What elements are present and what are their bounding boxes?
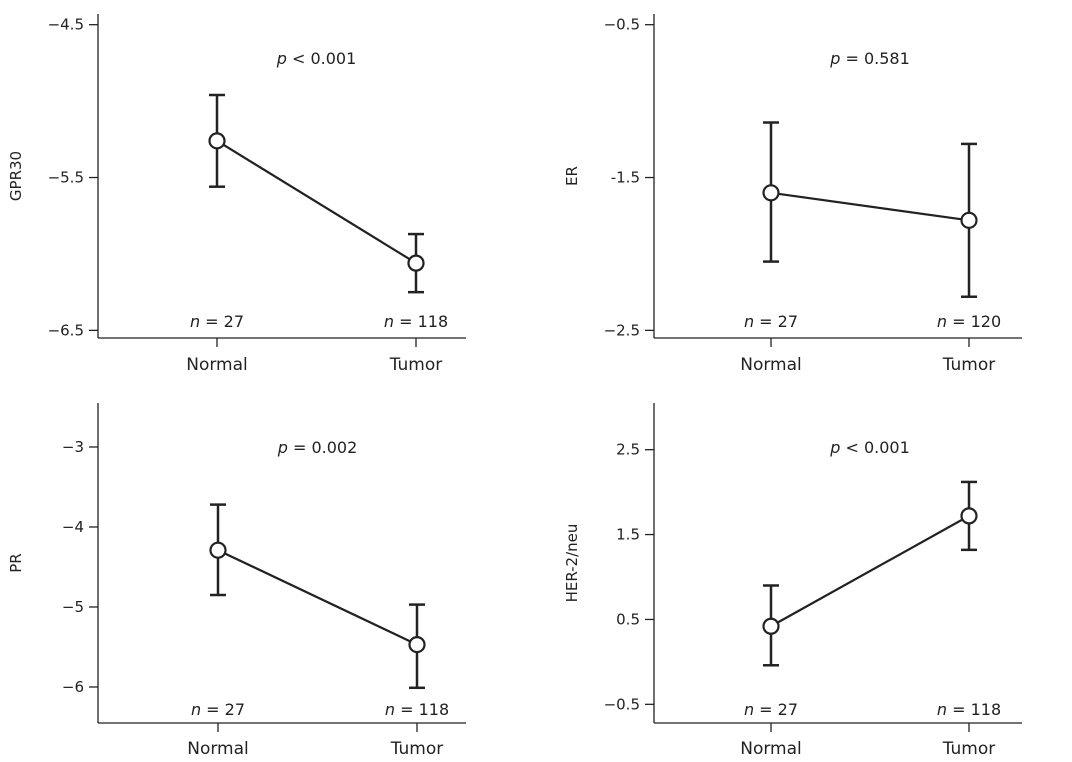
n-label-prefix: n: [744, 312, 754, 331]
y-tick-label: −6.5: [48, 321, 84, 339]
y-tick-label: -1.5: [611, 169, 640, 187]
data-point: [208, 132, 226, 150]
p-value-prefix: p: [276, 49, 287, 68]
data-point: [209, 541, 227, 559]
p-value-prefix: p: [829, 438, 840, 457]
chart-panel-2: −2.5 -1.5 −0.5 Normal Tumor ER p = 0.581 n = 27…: [563, 14, 1022, 375]
n-label-text: = 27: [200, 312, 244, 331]
p-value-prefix: p: [277, 438, 288, 457]
y-tick-label: 2.5: [616, 441, 640, 459]
category-label: Normal: [740, 739, 802, 759]
p-value-text: = 0.002: [288, 438, 357, 457]
y-tick-label: −6: [62, 678, 84, 696]
y-tick-label: 0.5: [616, 610, 640, 628]
n-label-prefix: n: [744, 700, 754, 719]
p-value-prefix: p: [829, 49, 840, 68]
y-axis-label: ER: [563, 166, 581, 186]
n-label-text: = 27: [754, 312, 798, 331]
chart-panel-4: −0.5 0.5 1.5 2.5 Normal Tumor HER-2/neu p < 0.0…: [563, 403, 1022, 759]
data-point: [407, 254, 425, 272]
n-label: n = 27: [191, 700, 245, 719]
y-axis-label: HER-2/neu: [563, 524, 581, 603]
p-value-label: p = 0.581: [829, 49, 910, 68]
n-label-prefix: n: [385, 700, 395, 719]
n-label-text: = 118: [395, 700, 449, 719]
series-line: [770, 191, 970, 222]
category-label: Tumor: [942, 355, 996, 375]
n-label-prefix: n: [937, 312, 947, 331]
n-label: n = 118: [937, 700, 1001, 719]
category-label: Normal: [186, 355, 248, 375]
n-label-prefix: n: [937, 700, 947, 719]
n-label: n = 27: [744, 312, 798, 331]
y-tick-label: −5.5: [48, 169, 84, 187]
n-label-prefix: n: [190, 312, 200, 331]
y-tick-label: −4.5: [48, 16, 84, 34]
category-label: Normal: [740, 355, 802, 375]
p-value-text: = 0.581: [840, 49, 909, 68]
n-label-text: = 27: [754, 700, 798, 719]
y-tick-label: −4: [62, 518, 84, 536]
category-label: Tumor: [390, 739, 444, 759]
n-label: n = 27: [744, 700, 798, 719]
p-value-label: p < 0.001: [276, 49, 357, 68]
n-label-text: = 120: [947, 312, 1001, 331]
n-label-prefix: n: [384, 312, 394, 331]
n-label-text: = 118: [394, 312, 448, 331]
y-tick-label: −0.5: [604, 695, 640, 713]
n-label: n = 118: [385, 700, 449, 719]
series-line: [216, 139, 417, 265]
y-tick-label: −3: [62, 438, 84, 456]
n-label: n = 118: [384, 312, 448, 331]
category-label: Tumor: [942, 739, 996, 759]
y-tick-label: −2.5: [604, 321, 640, 339]
y-tick-label: 1.5: [616, 526, 640, 544]
category-label: Tumor: [389, 355, 443, 375]
n-label-prefix: n: [191, 700, 201, 719]
data-point: [762, 617, 780, 635]
n-label-text: = 27: [201, 700, 245, 719]
series-line: [770, 514, 970, 628]
p-value-label: p = 0.002: [277, 438, 358, 457]
y-tick-label: −5: [62, 598, 84, 616]
p-value-text: < 0.001: [287, 49, 356, 68]
n-label: n = 120: [937, 312, 1001, 331]
y-axis-label: PR: [7, 553, 25, 572]
y-tick-label: −0.5: [604, 16, 640, 34]
data-point: [408, 635, 426, 654]
series-line: [217, 549, 418, 646]
data-point: [762, 184, 780, 202]
p-value-text: < 0.001: [840, 438, 909, 457]
p-value-label: p < 0.001: [829, 438, 910, 457]
n-label-text: = 118: [947, 700, 1001, 719]
data-point: [960, 211, 978, 229]
chart-panel-1: −6.5 −5.5 −4.5 Normal Tumor GPR30 p < 0.001 n =…: [7, 14, 466, 375]
category-label: Normal: [187, 739, 249, 759]
y-axis-label: GPR30: [7, 151, 25, 201]
n-label: n = 27: [190, 312, 244, 331]
data-point: [960, 507, 978, 525]
